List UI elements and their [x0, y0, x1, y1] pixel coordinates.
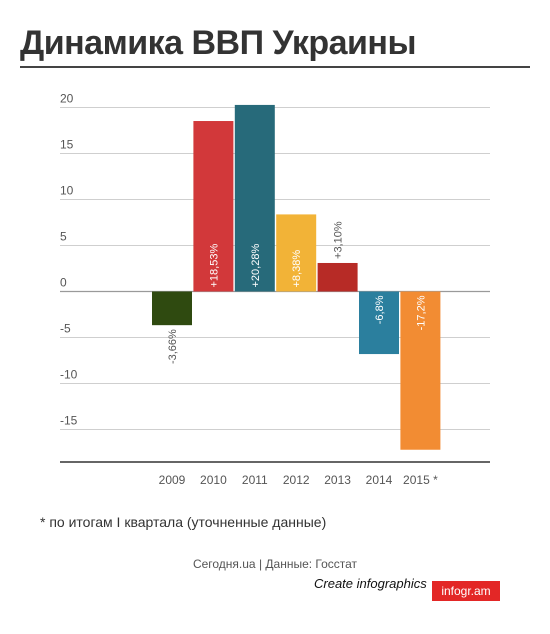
source-credit: Сегодня.ua | Данные: Госстат [192, 557, 358, 571]
bar-data-label: -3,66% [167, 329, 179, 364]
x-category-label: 2014 [366, 473, 393, 487]
x-category-label: 2013 [324, 473, 351, 487]
x-category-label: 2009 [159, 473, 186, 487]
x-category-label: 2012 [283, 473, 310, 487]
y-tick-label: 20 [60, 92, 74, 106]
gdp-bar-chart: 20 15 10 5 0 -5 -10 -15 -3,66% 2009 +18,53% 2010 +20… [60, 92, 490, 487]
bar [359, 291, 399, 355]
bar-data-label: +20,28% [250, 244, 262, 288]
title-divider [20, 66, 530, 68]
bar [152, 291, 192, 326]
bar-data-label: +3,10% [333, 221, 345, 259]
y-tick-label: 10 [60, 184, 74, 198]
create-infographics-link[interactable]: Create infographics [314, 576, 427, 591]
infogram-logo-badge[interactable]: infogr.am [432, 581, 500, 601]
bar-data-label: -6,8% [374, 295, 386, 324]
bar [193, 121, 234, 292]
x-category-label: 2011 [242, 473, 268, 487]
y-tick-label: 5 [60, 230, 67, 244]
bar [400, 291, 441, 450]
footnote: * по итогам I квартала (уточненные данны… [40, 514, 327, 530]
bar [317, 262, 358, 292]
bar-data-label: +18,53% [208, 244, 220, 288]
chart-title: Динамика ВВП Украины [20, 24, 417, 62]
bar [234, 104, 275, 292]
bar-data-label: -17,2% [415, 295, 427, 330]
y-tick-label: 15 [60, 138, 74, 152]
bar [276, 214, 317, 292]
y-tick-label: -10 [60, 368, 78, 382]
y-tick-label: -15 [60, 414, 78, 428]
bar-data-label: +8,38% [291, 250, 303, 288]
x-category-label: 2010 [200, 473, 227, 487]
y-tick-label: -5 [60, 322, 71, 336]
y-tick-label: 0 [60, 276, 67, 290]
x-category-label: 2015 * [403, 473, 438, 487]
